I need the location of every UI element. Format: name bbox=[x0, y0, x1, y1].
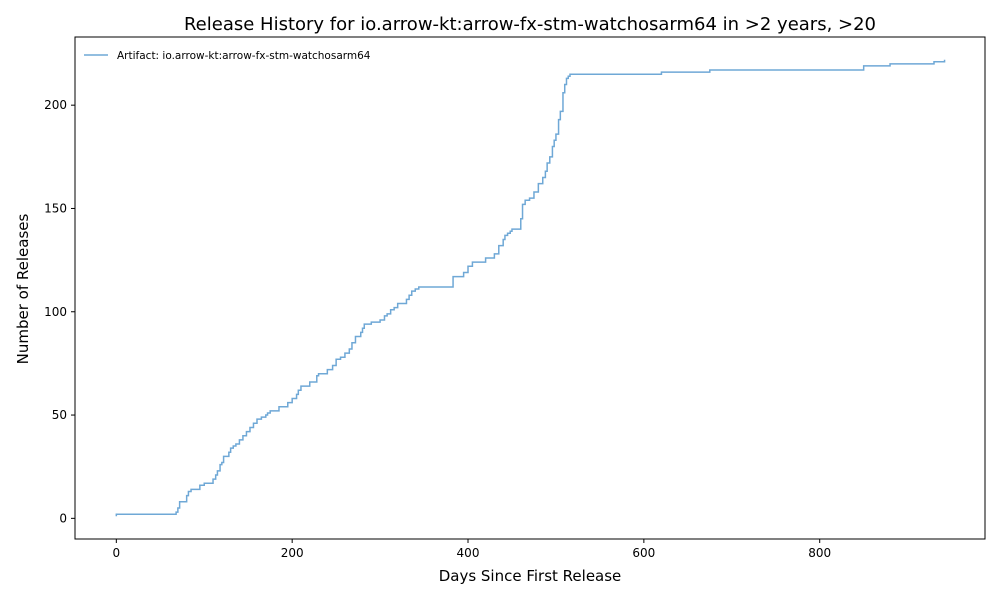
x-tick-label: 400 bbox=[457, 546, 480, 560]
y-tick-label: 100 bbox=[44, 305, 67, 319]
x-tick-label: 0 bbox=[113, 546, 121, 560]
y-tick-label: 50 bbox=[52, 408, 67, 422]
y-tick-label: 150 bbox=[44, 201, 67, 215]
y-axis-title: Number of Releases bbox=[14, 213, 32, 364]
plot-frame bbox=[74, 36, 986, 540]
x-tick-label: 800 bbox=[808, 546, 831, 560]
x-axis-title: Days Since First Release bbox=[439, 567, 622, 585]
y-tick-label: 0 bbox=[59, 511, 67, 525]
chart-title: Release History for io.arrow-kt:arrow-fx… bbox=[184, 14, 876, 35]
y-tick-label: 200 bbox=[44, 98, 67, 112]
legend: Artifact: io.arrow-kt:arrow-fx-stm-watch… bbox=[84, 50, 371, 62]
legend-label: Artifact: io.arrow-kt:arrow-fx-stm-watch… bbox=[117, 50, 371, 62]
x-tick-label: 200 bbox=[281, 546, 304, 560]
x-axis: 0 200 400 600 800 bbox=[113, 539, 831, 560]
plot-area bbox=[74, 36, 986, 540]
y-axis: 0 50 100 150 200 bbox=[44, 98, 75, 525]
series-line-0 bbox=[115, 59, 946, 517]
x-tick-label: 600 bbox=[632, 546, 655, 560]
